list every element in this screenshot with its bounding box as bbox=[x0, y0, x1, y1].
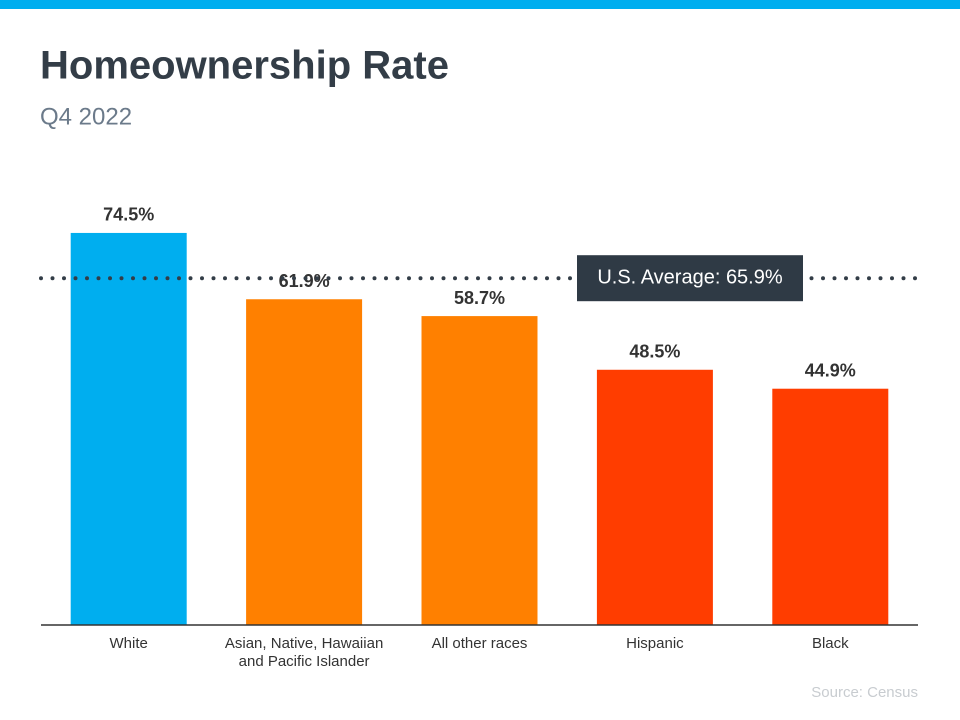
average-label-box bbox=[577, 255, 803, 302]
x-tick-label: Black bbox=[811, 635, 849, 652]
x-tick-label: All other races bbox=[431, 635, 528, 652]
value-label: 48.5% bbox=[629, 342, 680, 362]
bar bbox=[772, 388, 889, 625]
x-tick-label: Hispanic bbox=[626, 635, 684, 652]
x-tick-label: White bbox=[109, 635, 148, 652]
bar bbox=[246, 299, 363, 625]
bar bbox=[596, 369, 713, 625]
bar bbox=[421, 316, 538, 625]
chart-title: Homeownership Rate bbox=[40, 44, 449, 88]
value-label: 58.7% bbox=[454, 288, 505, 308]
x-tick-label: Asian, Native, Hawaiian and Pacific Isla… bbox=[224, 635, 384, 670]
bar bbox=[70, 232, 187, 625]
source: Source: Census bbox=[811, 684, 918, 701]
chart-subtitle: Q4 2022 bbox=[40, 103, 132, 130]
top-stripe bbox=[0, 0, 960, 9]
value-label: 74.5% bbox=[103, 205, 154, 225]
average-label: U.S. Average: 65.9% bbox=[597, 266, 783, 288]
value-label: 61.9% bbox=[279, 271, 330, 291]
value-label: 44.9% bbox=[805, 360, 856, 380]
